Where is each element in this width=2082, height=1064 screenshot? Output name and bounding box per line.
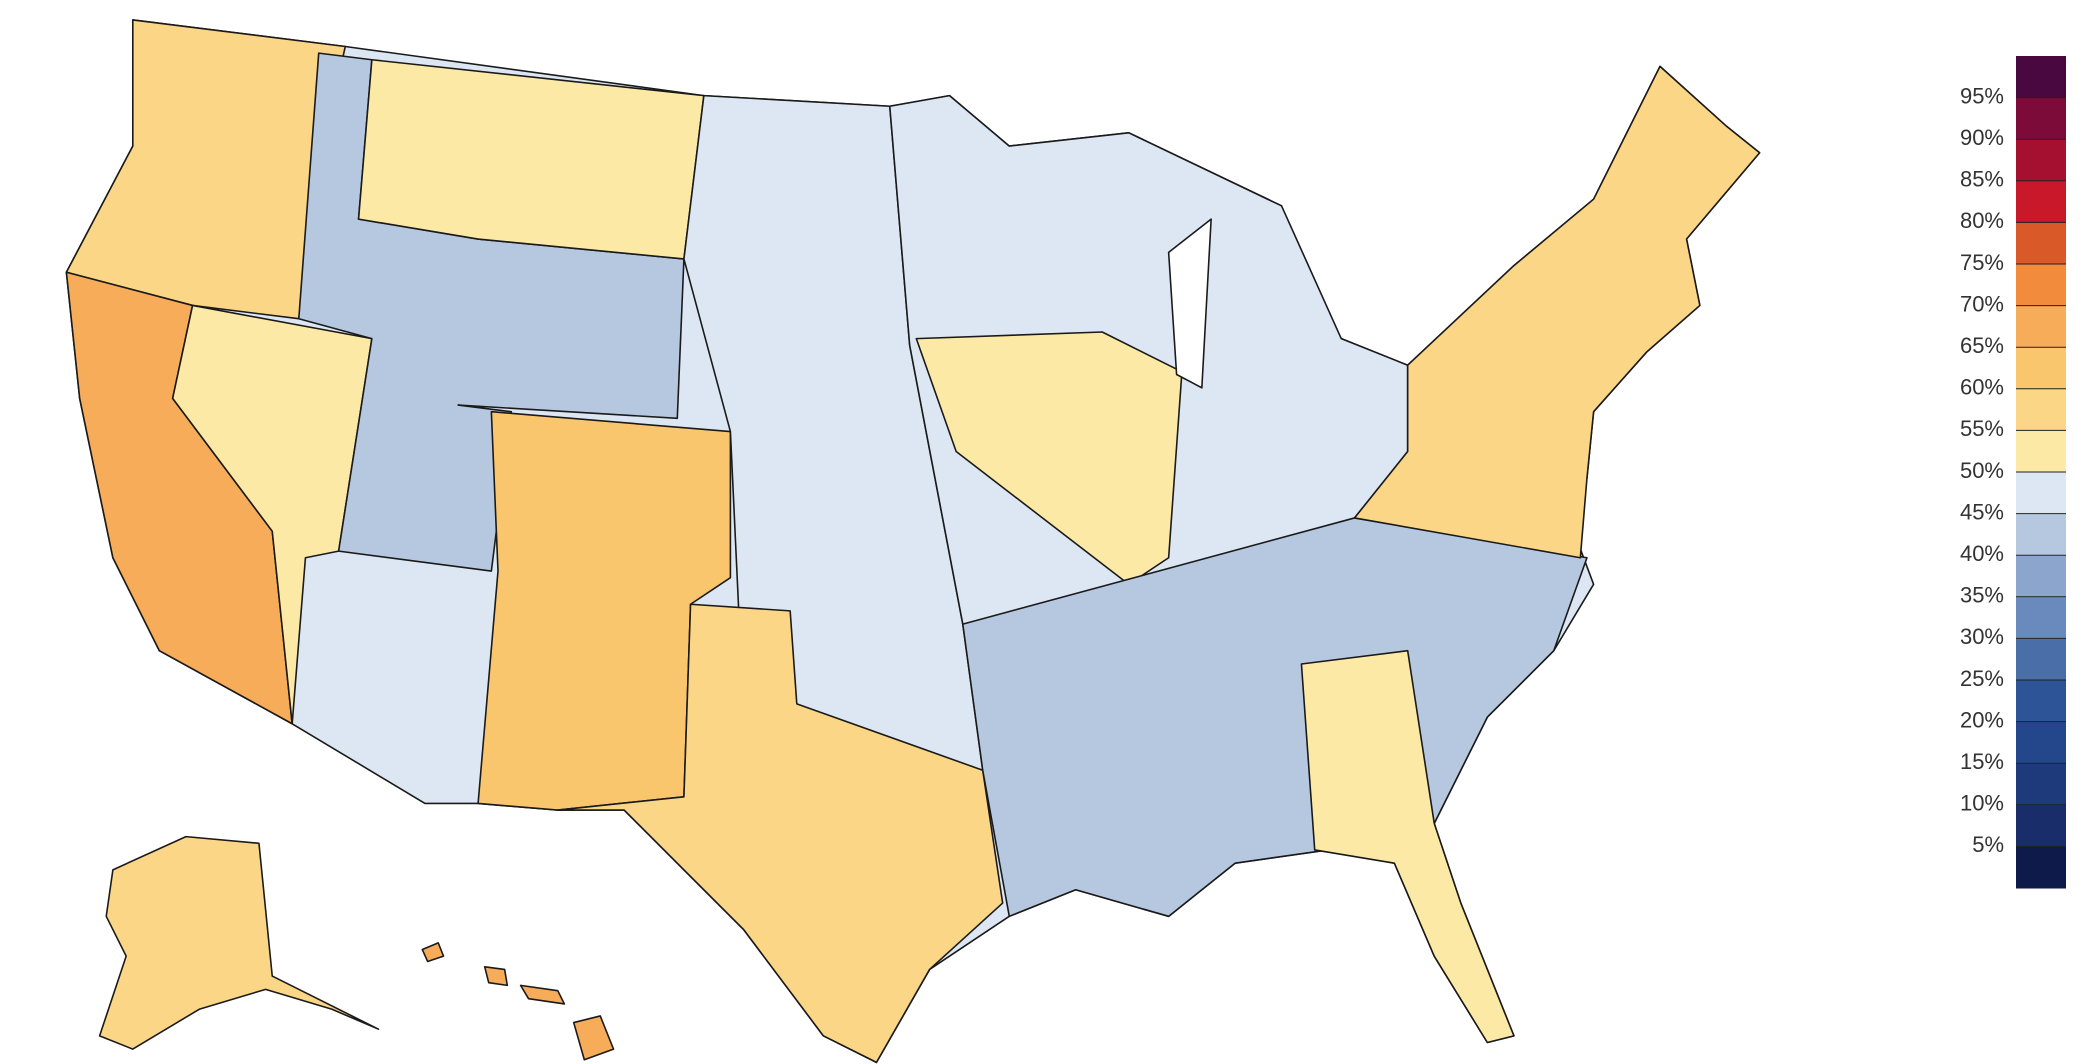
tick-label: 25%: [1960, 666, 2004, 691]
tick-label: 90%: [1960, 125, 2004, 150]
alaska: [98, 835, 380, 1050]
tick-label: 15%: [1960, 749, 2004, 774]
tick-label: 35%: [1960, 583, 2004, 608]
tick-label: 80%: [1960, 208, 2004, 233]
color-bin: [2016, 721, 2066, 764]
tick-label: 50%: [1960, 458, 2004, 483]
color-bin: [2016, 305, 2066, 348]
tick-label: 65%: [1960, 333, 2004, 358]
color-bin: [2016, 430, 2066, 473]
tick-label: 95%: [1960, 83, 2004, 108]
hawaii: [572, 1015, 615, 1061]
map: [65, 19, 1761, 1064]
color-bin: [2016, 804, 2066, 847]
color-bin: [2016, 596, 2066, 639]
color-bin: [2016, 56, 2066, 99]
tick-label: 55%: [1960, 416, 2004, 441]
color-bin: [2016, 347, 2066, 390]
hawaii: [421, 942, 445, 963]
tick-label: 75%: [1960, 250, 2004, 275]
color-bin: [2016, 680, 2066, 723]
tick-label: 60%: [1960, 375, 2004, 400]
tick-label: 5%: [1972, 832, 2004, 857]
hawaii: [483, 965, 509, 987]
tick-label: 40%: [1960, 541, 2004, 566]
color-bin: [2016, 763, 2066, 806]
color-bin: [2016, 846, 2066, 889]
color-bin: [2016, 638, 2066, 681]
color-bin: [2016, 264, 2066, 307]
hawaii: [519, 984, 566, 1005]
tick-label: 30%: [1960, 624, 2004, 649]
color-bin: [2016, 555, 2066, 598]
tick-label: 70%: [1960, 291, 2004, 316]
tick-label: 10%: [1960, 791, 2004, 816]
region: [1300, 649, 1515, 1044]
region: [915, 331, 1183, 586]
tick-label: 20%: [1960, 707, 2004, 732]
region: [1353, 65, 1761, 559]
color-bin: [2016, 513, 2066, 556]
lake: [1167, 218, 1212, 389]
color-bin: [2016, 388, 2066, 431]
region: [357, 58, 705, 260]
region: [556, 603, 1004, 1064]
tick-label: 45%: [1960, 499, 2004, 524]
tick-label: 85%: [1960, 167, 2004, 192]
color-bin: [2016, 139, 2066, 182]
color-bin: [2016, 222, 2066, 265]
color-legend: 5% 10% 15% 20% 25% 30% 35% 40% 45% 50% 55% 60% 65% 70…: [1960, 56, 2066, 889]
color-bin: [2016, 97, 2066, 140]
color-bin: [2016, 180, 2066, 223]
color-bin: [2016, 472, 2066, 515]
